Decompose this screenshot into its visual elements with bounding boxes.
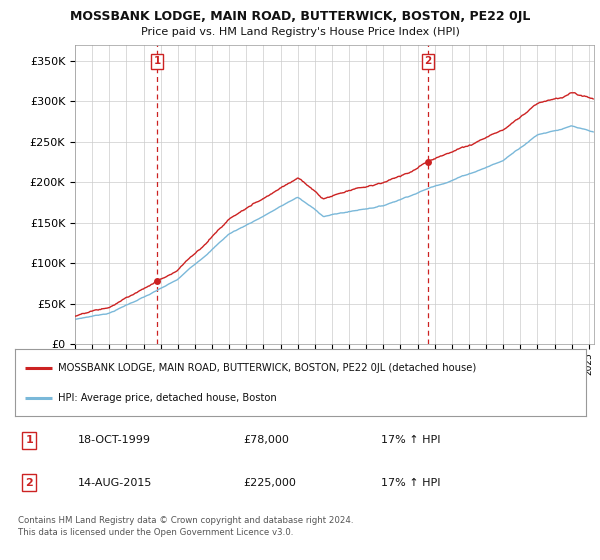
Text: 17% ↑ HPI: 17% ↑ HPI	[380, 478, 440, 488]
Text: 14-AUG-2015: 14-AUG-2015	[78, 478, 152, 488]
Text: 17% ↑ HPI: 17% ↑ HPI	[380, 435, 440, 445]
Text: £78,000: £78,000	[244, 435, 289, 445]
Text: MOSSBANK LODGE, MAIN ROAD, BUTTERWICK, BOSTON, PE22 0JL (detached house): MOSSBANK LODGE, MAIN ROAD, BUTTERWICK, B…	[58, 363, 476, 373]
Text: Contains HM Land Registry data © Crown copyright and database right 2024.
This d: Contains HM Land Registry data © Crown c…	[18, 516, 353, 537]
Text: 2: 2	[25, 478, 33, 488]
Text: Price paid vs. HM Land Registry's House Price Index (HPI): Price paid vs. HM Land Registry's House …	[140, 27, 460, 37]
Text: £225,000: £225,000	[244, 478, 296, 488]
Text: 1: 1	[154, 56, 161, 66]
Text: 2: 2	[425, 56, 432, 66]
Text: 18-OCT-1999: 18-OCT-1999	[78, 435, 151, 445]
Text: MOSSBANK LODGE, MAIN ROAD, BUTTERWICK, BOSTON, PE22 0JL: MOSSBANK LODGE, MAIN ROAD, BUTTERWICK, B…	[70, 10, 530, 23]
Text: 1: 1	[25, 435, 33, 445]
Text: HPI: Average price, detached house, Boston: HPI: Average price, detached house, Bost…	[58, 393, 277, 403]
